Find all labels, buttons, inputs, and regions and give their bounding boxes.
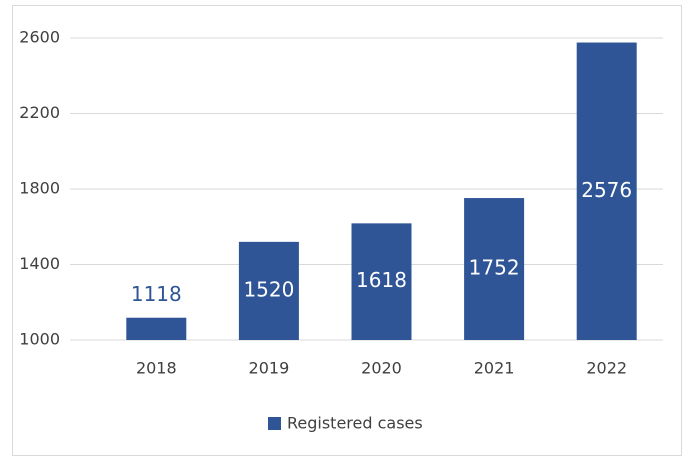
x-tick-label: 2021: [474, 359, 515, 378]
x-tick-label: 2022: [586, 359, 627, 378]
y-tick-label: 1400: [19, 254, 60, 273]
data-label: 1752: [469, 256, 520, 280]
x-tick-label: 2020: [361, 359, 402, 378]
bar: [576, 42, 637, 340]
legend-swatch: [268, 417, 281, 430]
y-tick-label: 2200: [19, 103, 60, 122]
bar: [126, 317, 187, 340]
y-tick-label: 1000: [19, 330, 60, 349]
x-tick-label: 2019: [249, 359, 290, 378]
data-label: 1618: [356, 268, 407, 292]
bar: [238, 241, 299, 340]
x-tick-label: 2018: [136, 359, 177, 378]
bar: [464, 198, 525, 340]
y-tick-label: 2600: [19, 28, 60, 47]
y-tick-label: 1800: [19, 179, 60, 198]
data-label: 1520: [243, 277, 294, 301]
legend-label: Registered cases: [287, 414, 423, 433]
chart-frame: [12, 5, 682, 456]
bar: [351, 223, 412, 340]
data-label: 1118: [131, 282, 182, 306]
data-label: 2576: [581, 178, 632, 202]
